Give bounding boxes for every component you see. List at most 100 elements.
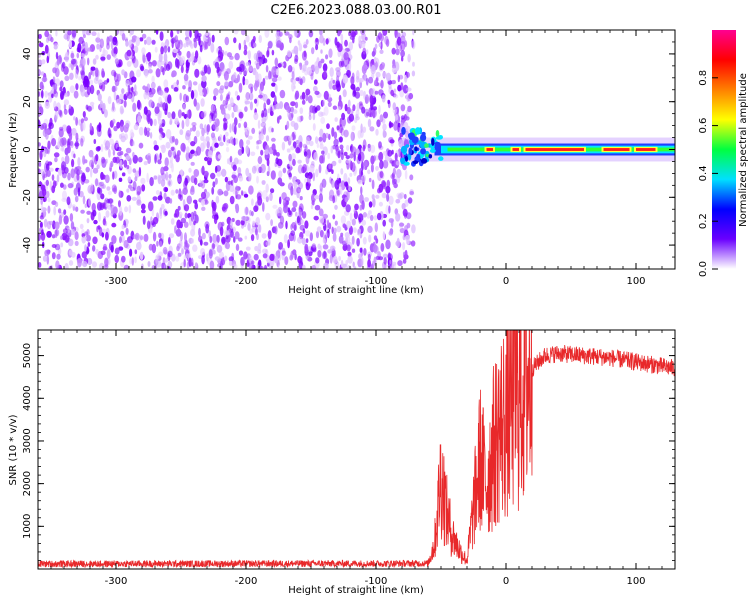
spectrogram-cell [154, 46, 158, 53]
spectrogram-cell [121, 172, 126, 177]
spectrogram-cell [185, 30, 191, 38]
spectrogram-cell [288, 135, 293, 142]
spectrogram-cell [253, 82, 258, 92]
spectrogram-cell [174, 208, 180, 218]
spectrogram-cell [83, 75, 89, 86]
spectrogram-cell [91, 202, 96, 212]
spectrogram-cell [210, 172, 216, 180]
spectrogram-cell [388, 230, 393, 236]
spectrogram-cell [92, 58, 97, 65]
spectrogram-cell [102, 228, 107, 234]
spectrogram-cell [360, 186, 363, 195]
spectrogram-cell [179, 221, 183, 229]
spectrogram-cell [249, 228, 254, 234]
spectrogram-cell [304, 60, 309, 66]
spectrogram-cell [332, 195, 336, 204]
spectrogram-cell [345, 260, 349, 266]
y-tick-label: 2000 [22, 471, 33, 496]
spectrogram-cell [82, 155, 86, 165]
spectrogram-cell [357, 179, 363, 185]
spectrogram-burst-cell [404, 155, 409, 162]
spectrogram-cell [266, 50, 270, 58]
spectrogram-cell [243, 251, 248, 260]
spectrogram-cell [38, 119, 41, 129]
spectrogram-cell [251, 127, 256, 134]
spectrogram-cell [299, 107, 304, 115]
spectrogram-cell [346, 69, 351, 78]
spectrogram-cell [114, 247, 120, 255]
spectrogram-cell [406, 87, 412, 92]
spectrogram-cell [225, 234, 229, 240]
spectrogram-cell [59, 86, 63, 92]
spectrogram-cell [174, 138, 179, 146]
spectrogram-cell [397, 122, 401, 128]
spectrogram-cell [141, 203, 146, 210]
spectrogram-cell [210, 42, 215, 53]
spectrogram-cell [52, 67, 57, 74]
spectrogram-cell [379, 114, 384, 123]
spectrogram-cell [223, 190, 229, 197]
spectrogram-cell [243, 121, 248, 129]
spectrogram-burst-cell [414, 157, 421, 161]
spectrogram-cell [287, 111, 290, 118]
spectrogram-cell [133, 58, 139, 69]
spectrogram-cell [254, 245, 259, 252]
spectrogram-cell [186, 50, 191, 59]
spectrogram-cell [197, 33, 202, 38]
spectrogram-cell [293, 30, 298, 38]
spectrogram-cell [148, 99, 154, 108]
snr-line [38, 330, 675, 569]
spectrogram-cell [301, 91, 306, 100]
spectrogram-cell [171, 111, 176, 120]
spectrogram-cell [167, 94, 172, 104]
spectrogram-cell [397, 193, 403, 200]
spectrogram-cell [171, 135, 175, 143]
snr-panel: -300 -200 -100 0 100 1000 2000 3000 4000 5000 He… [8, 329, 676, 596]
spectrogram-cell [281, 141, 286, 151]
spectrogram-cell [378, 104, 381, 115]
spectrogram-cell [356, 237, 360, 247]
spectrogram-cell [82, 261, 88, 268]
spectrogram-cell [248, 185, 254, 195]
spectrogram-cell [131, 196, 137, 201]
spectrogram-cell [315, 230, 320, 239]
spectrogram-cell [217, 188, 223, 196]
spectrogram-cell [402, 208, 408, 217]
spectrogram-cell [274, 57, 279, 67]
spectrogram-cell [325, 38, 329, 45]
spectrogram-cell [97, 93, 102, 102]
spectrogram-cell [235, 219, 241, 226]
spectrogram-cell [319, 143, 324, 150]
spectrogram-cell [368, 88, 374, 96]
spectrogram-cell [263, 108, 268, 118]
spectrogram-cell [111, 235, 117, 244]
spectrogram-cell [96, 186, 101, 194]
spectrogram-cell [82, 195, 86, 205]
spectrogram-cell [344, 39, 348, 47]
spectrogram-cell [350, 131, 354, 142]
spectrogram-cell [307, 95, 313, 104]
spectrogram-cell [67, 238, 74, 247]
spectrogram-cell [219, 251, 224, 259]
spectrogram-cell [67, 183, 74, 189]
spectrogram-burst-cell [400, 157, 406, 165]
spectrogram-cell [132, 168, 137, 173]
spectrogram-cell [282, 167, 287, 174]
spectrogram-cell [276, 40, 282, 48]
spectrogram-cell [256, 145, 259, 150]
spectrogram-cell [229, 55, 234, 60]
spectrogram-cell [278, 31, 283, 37]
spectrogram-cell [375, 128, 379, 136]
spectrogram-cell [38, 262, 42, 268]
spectrogram-cell [305, 230, 311, 237]
spectrogram-cell [257, 73, 262, 83]
spectrogram-cell [237, 149, 243, 156]
spectrogram-burst-cell [412, 160, 419, 165]
spectrogram-cell [249, 101, 253, 111]
spectrogram-cell [125, 147, 132, 154]
spectrogram-cell [379, 64, 385, 70]
spectrogram-cell [38, 142, 41, 147]
spectrogram-cell [216, 81, 221, 87]
spectrogram-cell [146, 83, 151, 92]
spectrogram-cell [64, 75, 70, 82]
